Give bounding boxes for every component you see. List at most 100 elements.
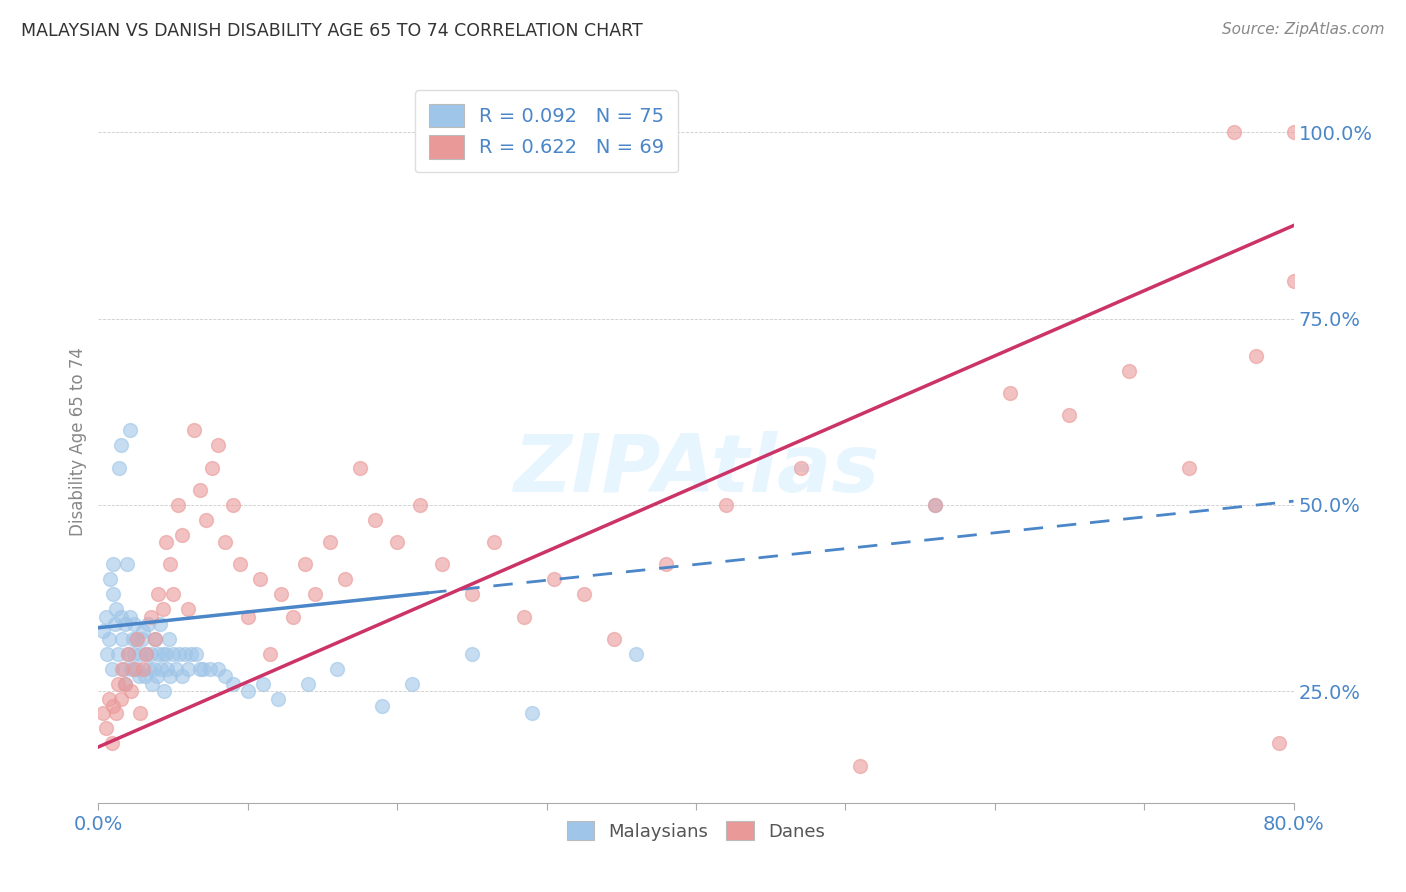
Point	[131, 632, 153, 646]
Point	[129, 647, 152, 661]
Point	[162, 647, 184, 661]
Point	[714, 498, 737, 512]
Point	[229, 558, 252, 572]
Point	[177, 602, 200, 616]
Point	[259, 647, 281, 661]
Point	[94, 609, 117, 624]
Point	[191, 662, 214, 676]
Point	[184, 647, 207, 661]
Point	[91, 624, 114, 639]
Point	[125, 632, 148, 646]
Point	[183, 423, 205, 437]
Point	[110, 609, 132, 624]
Point	[294, 558, 316, 572]
Point	[188, 483, 211, 497]
Point	[128, 669, 150, 683]
Text: Source: ZipAtlas.com: Source: ZipAtlas.com	[1222, 22, 1385, 37]
Point	[297, 676, 319, 690]
Point	[249, 572, 271, 586]
Legend: Malaysians, Danes: Malaysians, Danes	[560, 814, 832, 848]
Point	[1059, 409, 1081, 423]
Point	[1244, 349, 1267, 363]
Point	[333, 572, 356, 586]
Point	[461, 647, 484, 661]
Y-axis label: Disability Age 65 to 74: Disability Age 65 to 74	[69, 347, 87, 536]
Point	[430, 558, 453, 572]
Point	[153, 684, 176, 698]
Point	[461, 587, 484, 601]
Point	[385, 535, 409, 549]
Point	[1178, 460, 1201, 475]
Point	[96, 647, 118, 661]
Point	[136, 617, 159, 632]
Point	[148, 587, 170, 601]
Point	[97, 632, 120, 646]
Point	[188, 662, 211, 676]
Point	[222, 676, 245, 690]
Point	[135, 647, 157, 661]
Point	[149, 617, 172, 632]
Point	[207, 662, 229, 676]
Point	[200, 662, 222, 676]
Point	[127, 662, 149, 676]
Point	[101, 736, 124, 750]
Point	[127, 632, 149, 646]
Text: MALAYSIAN VS DANISH DISABILITY AGE 65 TO 74 CORRELATION CHART: MALAYSIAN VS DANISH DISABILITY AGE 65 TO…	[21, 22, 643, 40]
Point	[103, 698, 125, 713]
Point	[572, 587, 595, 601]
Point	[319, 535, 342, 549]
Point	[364, 513, 387, 527]
Point	[98, 572, 122, 586]
Point	[267, 691, 290, 706]
Point	[408, 498, 430, 512]
Point	[655, 558, 678, 572]
Point	[236, 609, 259, 624]
Point	[91, 706, 114, 721]
Point	[177, 662, 200, 676]
Point	[124, 647, 146, 661]
Point	[142, 662, 165, 676]
Point	[159, 669, 181, 683]
Point	[139, 647, 162, 661]
Point	[152, 647, 174, 661]
Point	[112, 662, 135, 676]
Point	[107, 676, 129, 690]
Point	[1282, 274, 1305, 288]
Point	[167, 647, 190, 661]
Point	[401, 676, 423, 690]
Point	[281, 609, 304, 624]
Point	[101, 662, 124, 676]
Point	[626, 647, 648, 661]
Point	[371, 698, 394, 713]
Point	[159, 558, 181, 572]
Point	[114, 676, 136, 690]
Point	[236, 684, 259, 698]
Point	[150, 662, 173, 676]
Point	[252, 676, 274, 690]
Point	[132, 662, 155, 676]
Point	[789, 460, 811, 475]
Point	[270, 587, 292, 601]
Point	[121, 632, 143, 646]
Point	[603, 632, 626, 646]
Point	[172, 527, 194, 541]
Point	[138, 662, 160, 676]
Point	[156, 662, 179, 676]
Point	[124, 617, 146, 632]
Point	[120, 684, 142, 698]
Point	[998, 386, 1021, 401]
Point	[148, 647, 170, 661]
Point	[118, 609, 141, 624]
Point	[134, 669, 156, 683]
Text: ZIPAtlas: ZIPAtlas	[513, 432, 879, 509]
Point	[165, 662, 187, 676]
Point	[94, 721, 117, 735]
Point	[520, 706, 543, 721]
Point	[145, 669, 167, 683]
Point	[849, 758, 872, 772]
Point	[120, 662, 142, 676]
Point	[129, 706, 152, 721]
Point	[214, 535, 236, 549]
Point	[513, 609, 536, 624]
Point	[104, 617, 127, 632]
